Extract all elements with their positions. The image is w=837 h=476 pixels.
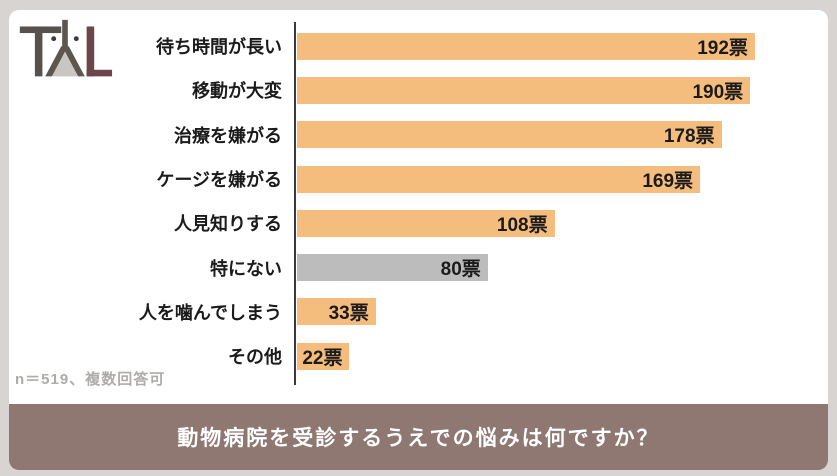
question-banner: 動物病院を受診するうえでの悩みは何ですか？ <box>9 404 828 470</box>
bar-track: 192票 <box>294 32 774 60</box>
category-label: 治療を嫌がる <box>174 125 282 146</box>
value-label: 192票 <box>697 37 748 59</box>
category-label: その他 <box>228 347 282 368</box>
category-label: ケージを嫌がる <box>156 170 282 191</box>
value-label: 22票 <box>302 347 343 369</box>
chart-area: 待ち時間が長い 192票移動が大変 190票治療を嫌がる 178票ケージを嫌がる 169… <box>9 10 828 404</box>
value-label: 190票 <box>692 81 744 103</box>
tyl-logo-icon <box>19 19 113 77</box>
survey-card: 待ち時間が長い 192票移動が大変 190票治療を嫌がる 178票ケージを嫌がる 169… <box>9 10 828 470</box>
bar: 190票 <box>297 76 751 104</box>
category-label: 待ち時間が長い <box>156 37 282 58</box>
value-label: 178票 <box>663 126 715 148</box>
bar: 178票 <box>297 121 722 149</box>
bar-track: 80票 <box>294 254 774 282</box>
chart-title: 動物病院を受診するうえでの悩みは何ですか？ <box>177 427 660 450</box>
chart-row: 人見知りする 108票 <box>9 201 828 245</box>
category-label: 人を噛んでしまう <box>138 302 282 323</box>
axis-line <box>294 22 296 385</box>
sample-size-note: n＝519、複数回答可 <box>15 371 166 388</box>
chart-row: 待ち時間が長い 192票 <box>9 24 828 68</box>
bar-track: 22票 <box>294 342 774 370</box>
bar-rows: 待ち時間が長い 192票移動が大変 190票治療を嫌がる 178票ケージを嫌がる 169… <box>9 24 828 378</box>
bar-track: 169票 <box>294 165 774 193</box>
chart-row: 特にない 80票 <box>9 245 828 289</box>
bar-track: 190票 <box>294 76 774 104</box>
value-label: 33票 <box>328 303 369 325</box>
value-label: 108票 <box>496 214 548 236</box>
bar-track: 108票 <box>294 209 774 237</box>
bar: 108票 <box>297 209 555 237</box>
chart-row: ケージを嫌がる 169票 <box>9 157 828 201</box>
chart-row: 移動が大変 190票 <box>9 68 828 112</box>
bar: 33票 <box>297 298 376 326</box>
chart-row: 人を噛んでしまう 33票 <box>9 290 828 334</box>
bar: 80票 <box>297 254 488 282</box>
bar: 192票 <box>297 32 755 60</box>
chart-row: その他 22票 <box>9 334 828 378</box>
bar: 22票 <box>297 342 350 370</box>
category-label: 移動が大変 <box>192 81 282 102</box>
bar: 169票 <box>297 165 701 193</box>
bar-track: 178票 <box>294 121 774 149</box>
bar-track: 33票 <box>294 298 774 326</box>
value-label: 169票 <box>642 170 694 192</box>
category-label: 人見知りする <box>174 214 282 235</box>
value-label: 80票 <box>440 259 481 281</box>
chart-row: 治療を嫌がる 178票 <box>9 113 828 157</box>
category-label: 特にない <box>210 258 282 279</box>
